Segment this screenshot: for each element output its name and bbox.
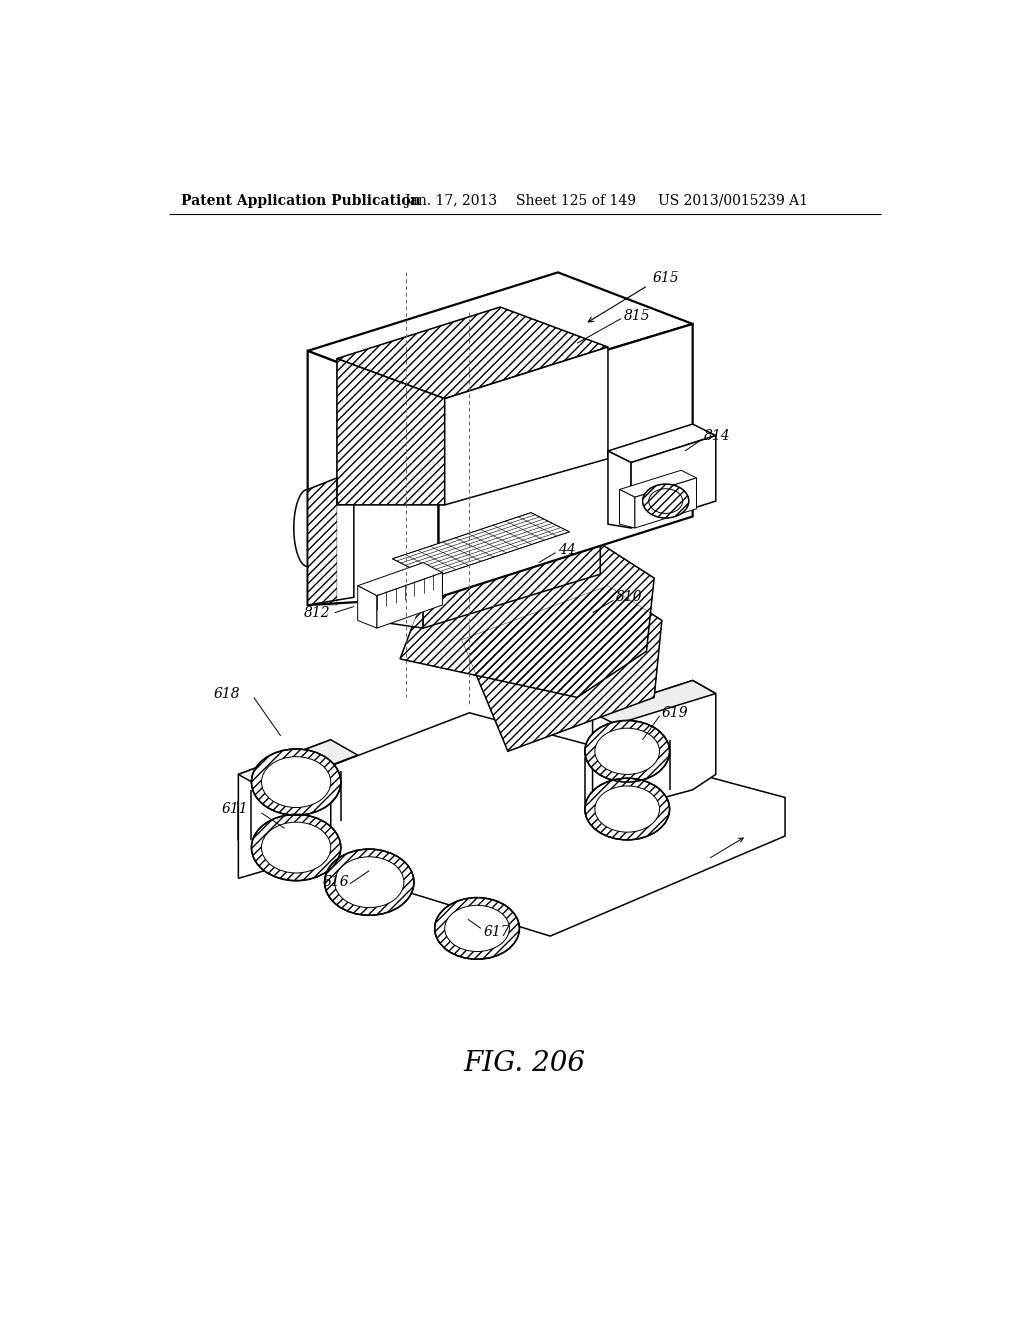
Polygon shape (239, 739, 357, 789)
Ellipse shape (444, 906, 509, 952)
Text: 615: 615 (652, 271, 679, 285)
Polygon shape (357, 586, 377, 628)
Ellipse shape (252, 748, 341, 816)
Text: 815: 815 (624, 309, 650, 323)
Polygon shape (593, 681, 716, 725)
Text: 810: 810 (615, 590, 642, 605)
Polygon shape (593, 681, 716, 817)
Polygon shape (370, 512, 600, 597)
Ellipse shape (435, 898, 519, 960)
Polygon shape (608, 424, 716, 462)
Ellipse shape (595, 729, 659, 775)
Polygon shape (307, 478, 354, 605)
Polygon shape (444, 347, 608, 506)
Polygon shape (423, 544, 600, 628)
Ellipse shape (595, 785, 659, 832)
Text: 611: 611 (221, 803, 248, 816)
Polygon shape (631, 436, 716, 528)
Text: 619: 619 (662, 706, 688, 719)
Polygon shape (392, 512, 569, 578)
Polygon shape (307, 351, 438, 605)
Ellipse shape (261, 822, 331, 873)
Text: US 2013/0015239 A1: US 2013/0015239 A1 (658, 194, 808, 207)
Polygon shape (337, 308, 608, 399)
Ellipse shape (325, 849, 414, 915)
Polygon shape (239, 713, 785, 936)
Text: 617: 617 (483, 925, 510, 940)
Polygon shape (337, 359, 444, 506)
Ellipse shape (649, 488, 683, 513)
Text: 618: 618 (214, 686, 241, 701)
Ellipse shape (585, 779, 670, 840)
Text: Sheet 125 of 149: Sheet 125 of 149 (515, 194, 636, 207)
Polygon shape (438, 323, 692, 597)
Text: 814: 814 (705, 429, 731, 442)
Text: 44: 44 (558, 543, 575, 557)
Polygon shape (608, 451, 631, 528)
Polygon shape (239, 739, 331, 878)
Polygon shape (620, 490, 635, 528)
Text: 616: 616 (323, 875, 349, 890)
Ellipse shape (643, 484, 689, 517)
Text: Jan. 17, 2013: Jan. 17, 2013 (403, 194, 497, 207)
Text: 812: 812 (304, 606, 331, 619)
Text: Patent Application Publication: Patent Application Publication (180, 194, 420, 207)
Polygon shape (620, 470, 696, 498)
Ellipse shape (585, 721, 670, 781)
Ellipse shape (335, 857, 403, 908)
Polygon shape (377, 573, 442, 628)
Polygon shape (307, 272, 692, 401)
Text: FIG. 206: FIG. 206 (464, 1049, 586, 1077)
Ellipse shape (261, 756, 331, 808)
Polygon shape (400, 544, 654, 697)
Polygon shape (462, 586, 662, 751)
Ellipse shape (252, 814, 341, 880)
Polygon shape (239, 801, 285, 855)
Polygon shape (635, 478, 696, 528)
Polygon shape (370, 566, 423, 628)
Polygon shape (357, 562, 442, 595)
